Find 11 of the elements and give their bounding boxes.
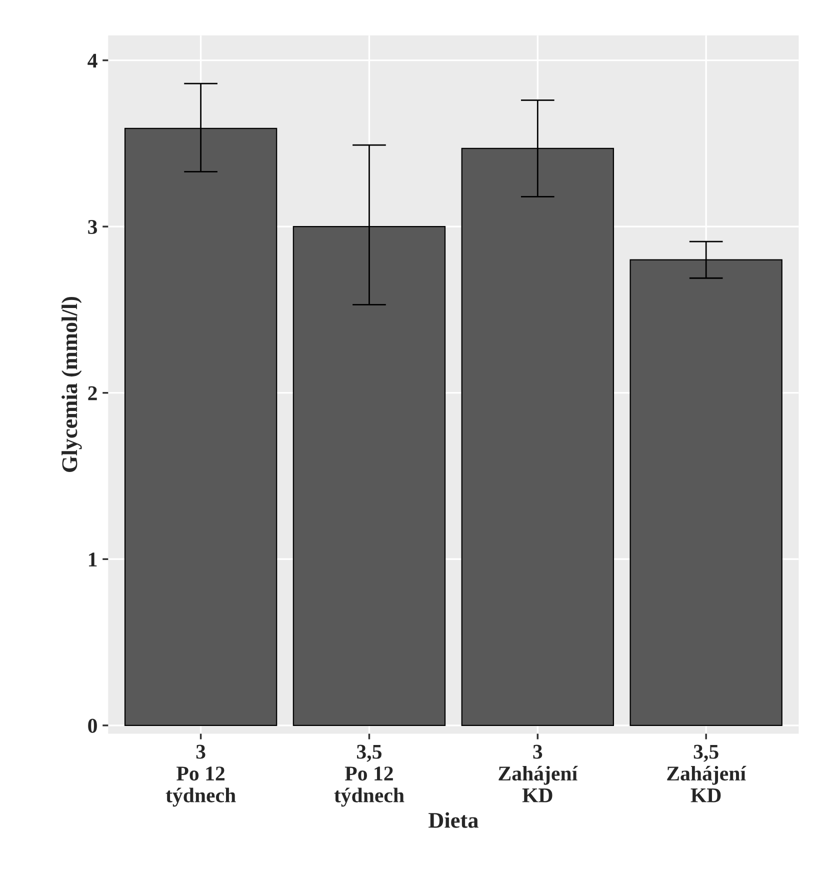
y-tick-label: 3	[88, 220, 98, 234]
x-tick-label: 3 Zahájení KD	[498, 744, 578, 802]
x-axis-title: Dieta	[428, 812, 478, 828]
y-axis-title: Glycemia (mmol/l)	[62, 296, 82, 472]
x-tick-label: 3 Po 12 týdnech	[166, 744, 236, 807]
y-tick-label: 2	[88, 386, 97, 400]
x-tick-label: 3,5 Po 12 týdnech	[334, 744, 404, 807]
y-tick-label: 4	[88, 54, 98, 68]
y-tick-label: 0	[88, 718, 97, 733]
x-tick-label: 3,5 Zahájení KD	[667, 744, 746, 802]
y-tick-label: 1	[88, 552, 97, 566]
